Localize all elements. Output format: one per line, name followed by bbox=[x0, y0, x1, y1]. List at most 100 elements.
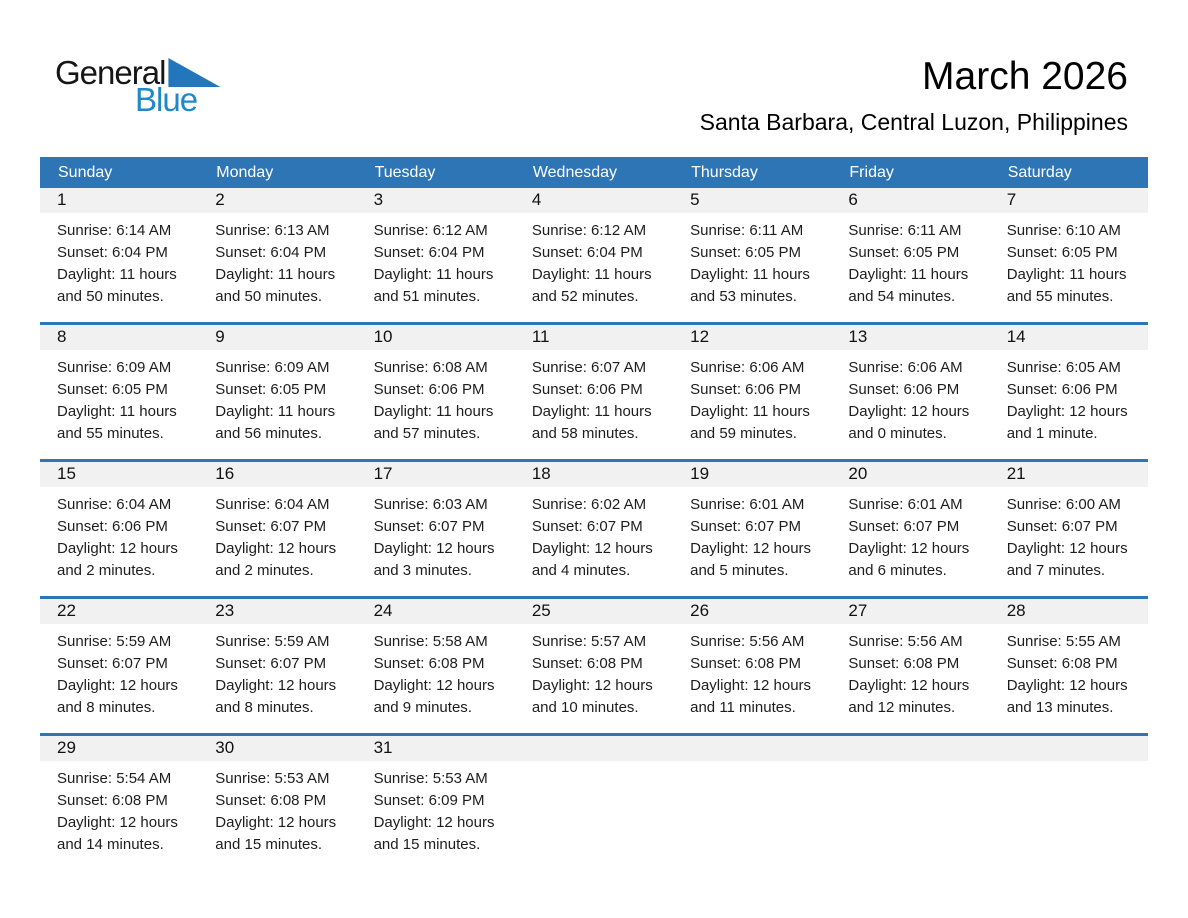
sunset-text: Sunset: 6:06 PM bbox=[57, 518, 168, 535]
sunset-text: Sunset: 6:07 PM bbox=[215, 655, 327, 672]
day-cell-12: 12 Sunrise: 6:06 AM Sunset: 6:06 PM Dayligh… bbox=[673, 325, 832, 459]
day-cell-14: 14 Sunrise: 6:05 AM Sunset: 6:06 PM Dayligh… bbox=[989, 325, 1148, 459]
sunrise-text: Sunrise: 6:05 AM bbox=[1006, 359, 1121, 376]
sunset-text: Sunset: 6:06 PM bbox=[1006, 381, 1118, 398]
sunrise-text: Sunrise: 6:08 AM bbox=[373, 359, 488, 376]
day-cell-31: 31 Sunrise: 5:53 AM Sunset: 6:09 PM Dayligh… bbox=[356, 736, 515, 870]
sunset-text: Sunset: 6:08 PM bbox=[531, 655, 643, 672]
sunrise-text: Sunrise: 6:01 AM bbox=[848, 496, 963, 513]
sunset-text: Sunset: 6:06 PM bbox=[373, 381, 485, 398]
sunset-text: Sunset: 6:04 PM bbox=[373, 244, 485, 261]
day-details: Sunrise: 6:05 AM Sunset: 6:06 PM Daylight:… bbox=[990, 350, 1148, 445]
day-cell-21: 21 Sunrise: 6:00 AM Sunset: 6:07 PM Dayligh… bbox=[989, 462, 1148, 596]
day-number: 6 bbox=[831, 188, 990, 213]
week-row-4: 22 Sunrise: 5:59 AM Sunset: 6:07 PM Dayligh… bbox=[40, 596, 1148, 733]
day-cell-8: 8 Sunrise: 6:09 AM Sunset: 6:05 PM Daylight… bbox=[40, 325, 199, 459]
day-details: Sunrise: 5:59 AM Sunset: 6:07 PM Daylight:… bbox=[40, 624, 198, 719]
day-details: Sunrise: 5:54 AM Sunset: 6:08 PM Daylight:… bbox=[40, 761, 198, 856]
day-cell-4: 4 Sunrise: 6:12 AM Sunset: 6:04 PM Daylight… bbox=[514, 188, 674, 322]
sunset-text: Sunset: 6:05 PM bbox=[215, 381, 327, 398]
sunset-text: Sunset: 6:07 PM bbox=[215, 518, 327, 535]
day-number: 27 bbox=[831, 599, 990, 624]
sunrise-text: Sunrise: 6:10 AM bbox=[1006, 222, 1121, 239]
day-details: Sunrise: 5:53 AM Sunset: 6:08 PM Daylight:… bbox=[198, 761, 356, 856]
daylight-text: Daylight: 12 hours and 14 minutes. bbox=[57, 814, 178, 853]
day-details: Sunrise: 6:11 AM Sunset: 6:05 PM Daylight:… bbox=[673, 213, 831, 308]
week-row-2: 8 Sunrise: 6:09 AM Sunset: 6:05 PM Daylight… bbox=[40, 322, 1148, 459]
page-subtitle: Santa Barbara, Central Luzon, Philippine… bbox=[699, 109, 1128, 135]
logo-text-blue: Blue bbox=[135, 81, 198, 118]
day-number: 18 bbox=[514, 462, 674, 487]
weekday-header-friday: Friday bbox=[849, 163, 894, 181]
daylight-text: Daylight: 12 hours and 13 minutes. bbox=[1006, 677, 1128, 716]
daylight-text: Daylight: 11 hours and 54 minutes. bbox=[848, 266, 969, 305]
day-cell-15: 15 Sunrise: 6:04 AM Sunset: 6:06 PM Dayligh… bbox=[40, 462, 199, 596]
sunrise-text: Sunrise: 5:54 AM bbox=[57, 770, 172, 787]
calendar-weeks: 1 Sunrise: 6:14 AM Sunset: 6:04 PM Daylight… bbox=[40, 188, 1148, 870]
sunrise-text: Sunrise: 5:57 AM bbox=[531, 633, 647, 650]
sunrise-text: Sunrise: 6:11 AM bbox=[848, 222, 962, 239]
day-details: Sunrise: 6:09 AM Sunset: 6:05 PM Daylight:… bbox=[40, 350, 198, 445]
day-cell-24: 24 Sunrise: 5:58 AM Sunset: 6:08 PM Dayligh… bbox=[356, 599, 515, 733]
day-details: Sunrise: 6:12 AM Sunset: 6:04 PM Daylight:… bbox=[515, 213, 673, 308]
sunrise-text: Sunrise: 5:53 AM bbox=[215, 770, 330, 787]
sunset-text: Sunset: 6:06 PM bbox=[848, 381, 960, 398]
daylight-text: Daylight: 12 hours and 15 minutes. bbox=[373, 814, 495, 853]
sunrise-text: Sunrise: 6:12 AM bbox=[373, 222, 488, 239]
daylight-text: Daylight: 11 hours and 52 minutes. bbox=[531, 266, 652, 305]
day-details: Sunrise: 6:07 AM Sunset: 6:06 PM Daylight:… bbox=[515, 350, 673, 445]
sunset-text: Sunset: 6:07 PM bbox=[531, 518, 643, 535]
day-details: Sunrise: 5:56 AM Sunset: 6:08 PM Daylight:… bbox=[831, 624, 989, 719]
daylight-text: Daylight: 12 hours and 10 minutes. bbox=[531, 677, 653, 716]
daylight-text: Daylight: 12 hours and 2 minutes. bbox=[215, 540, 337, 579]
sunrise-text: Sunrise: 5:55 AM bbox=[1006, 633, 1121, 650]
daylight-text: Daylight: 11 hours and 51 minutes. bbox=[373, 266, 494, 305]
day-number: 22 bbox=[40, 599, 199, 624]
day-number bbox=[989, 736, 1148, 761]
day-number: 28 bbox=[989, 599, 1148, 624]
sunset-text: Sunset: 6:07 PM bbox=[57, 655, 168, 672]
daylight-text: Daylight: 12 hours and 9 minutes. bbox=[373, 677, 495, 716]
weekday-header-sunday: Sunday bbox=[58, 163, 113, 181]
sunset-text: Sunset: 6:04 PM bbox=[57, 244, 168, 261]
sunset-text: Sunset: 6:04 PM bbox=[531, 244, 643, 261]
day-details: Sunrise: 5:55 AM Sunset: 6:08 PM Daylight:… bbox=[990, 624, 1148, 719]
day-cell-empty bbox=[673, 736, 832, 870]
sunrise-text: Sunrise: 5:59 AM bbox=[57, 633, 172, 650]
sunrise-text: Sunrise: 6:01 AM bbox=[690, 496, 805, 513]
day-details: Sunrise: 6:01 AM Sunset: 6:07 PM Daylight:… bbox=[673, 487, 831, 582]
day-cell-20: 20 Sunrise: 6:01 AM Sunset: 6:07 PM Dayligh… bbox=[831, 462, 990, 596]
sunset-text: Sunset: 6:08 PM bbox=[1006, 655, 1118, 672]
day-number: 14 bbox=[989, 325, 1148, 350]
day-number: 31 bbox=[356, 736, 515, 761]
daylight-text: Daylight: 12 hours and 8 minutes. bbox=[215, 677, 337, 716]
day-details: Sunrise: 6:08 AM Sunset: 6:06 PM Daylight:… bbox=[357, 350, 515, 445]
day-cell-29: 29 Sunrise: 5:54 AM Sunset: 6:08 PM Dayligh… bbox=[40, 736, 199, 870]
sunset-text: Sunset: 6:06 PM bbox=[531, 381, 643, 398]
day-cell-empty bbox=[831, 736, 990, 870]
daylight-text: Daylight: 12 hours and 0 minutes. bbox=[848, 403, 970, 442]
sunset-text: Sunset: 6:07 PM bbox=[1006, 518, 1118, 535]
day-details: Sunrise: 6:10 AM Sunset: 6:05 PM Daylight:… bbox=[990, 213, 1148, 308]
daylight-text: Daylight: 11 hours and 55 minutes. bbox=[1006, 266, 1127, 305]
daylight-text: Daylight: 12 hours and 11 minutes. bbox=[690, 677, 812, 716]
sunrise-text: Sunrise: 5:53 AM bbox=[373, 770, 488, 787]
daylight-text: Daylight: 12 hours and 4 minutes. bbox=[531, 540, 653, 579]
daylight-text: Daylight: 11 hours and 55 minutes. bbox=[57, 403, 177, 442]
day-cell-16: 16 Sunrise: 6:04 AM Sunset: 6:07 PM Dayligh… bbox=[198, 462, 357, 596]
week-row-3: 15 Sunrise: 6:04 AM Sunset: 6:06 PM Dayligh… bbox=[40, 459, 1148, 596]
day-cell-13: 13 Sunrise: 6:06 AM Sunset: 6:06 PM Dayligh… bbox=[831, 325, 990, 459]
day-number: 29 bbox=[40, 736, 199, 761]
day-details: Sunrise: 6:03 AM Sunset: 6:07 PM Daylight:… bbox=[357, 487, 515, 582]
day-cell-6: 6 Sunrise: 6:11 AM Sunset: 6:05 PM Daylight… bbox=[831, 188, 990, 322]
day-number: 24 bbox=[356, 599, 515, 624]
day-number: 30 bbox=[198, 736, 357, 761]
day-cell-9: 9 Sunrise: 6:09 AM Sunset: 6:05 PM Daylight… bbox=[198, 325, 357, 459]
sunset-text: Sunset: 6:09 PM bbox=[373, 792, 485, 809]
day-details: Sunrise: 6:04 AM Sunset: 6:07 PM Daylight:… bbox=[198, 487, 356, 582]
daylight-text: Daylight: 12 hours and 6 minutes. bbox=[848, 540, 970, 579]
sunrise-text: Sunrise: 5:58 AM bbox=[373, 633, 488, 650]
day-cell-3: 3 Sunrise: 6:12 AM Sunset: 6:04 PM Daylight… bbox=[356, 188, 515, 322]
daylight-text: Daylight: 11 hours and 53 minutes. bbox=[690, 266, 810, 305]
day-cell-25: 25 Sunrise: 5:57 AM Sunset: 6:08 PM Dayligh… bbox=[514, 599, 674, 733]
